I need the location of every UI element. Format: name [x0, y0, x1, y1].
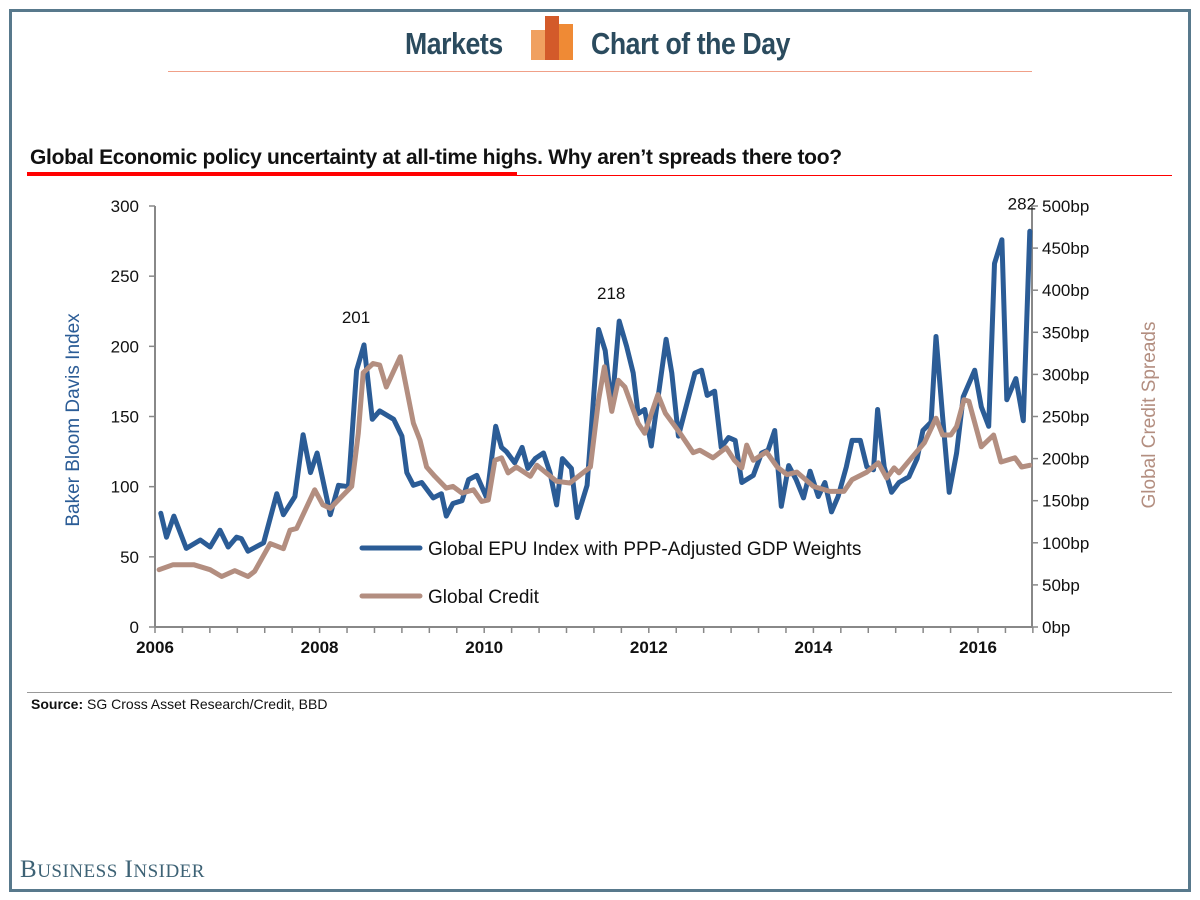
- x-tick-label: 2006: [136, 638, 174, 657]
- chart-title: Global Economic policy uncertainty at al…: [30, 146, 842, 169]
- legend-label-epu: Global EPU Index with PPP-Adjusted GDP W…: [428, 539, 861, 560]
- y-tick-label: 150: [111, 408, 139, 427]
- y-axis-title: Baker Bloom Davis Index: [63, 313, 84, 527]
- y-tick-label: 50: [120, 548, 139, 567]
- data-label: 201: [342, 308, 370, 327]
- y-right-tick-label: 300bp: [1042, 365, 1089, 384]
- series-line-epu: [158, 228, 1033, 554]
- y-right-axis-title: Global Credit Spreads: [1139, 322, 1160, 509]
- title-underline: [27, 172, 517, 176]
- page-frame: [9, 9, 1191, 892]
- data-label: 218: [597, 284, 625, 303]
- y-right-tick-label: 400bp: [1042, 281, 1089, 300]
- y-right-tick-label: 250bp: [1042, 408, 1089, 427]
- x-tick-label: 2016: [959, 638, 997, 657]
- title-rule: [517, 175, 1172, 176]
- y-tick-label: 300: [111, 197, 139, 216]
- x-tick-label: 2012: [630, 638, 668, 657]
- source-divider: [27, 692, 1172, 693]
- y-right-tick-label: 350bp: [1042, 323, 1089, 342]
- y-tick-label: 100: [111, 478, 139, 497]
- header-divider: [168, 71, 1032, 72]
- source-note: Source: SG Cross Asset Research/Credit, …: [31, 696, 327, 712]
- y-tick-label: 250: [111, 267, 139, 286]
- header-markets: Markets: [405, 26, 503, 61]
- y-tick-label: 0: [130, 618, 139, 637]
- x-tick-label: 2014: [794, 638, 832, 657]
- y-right-tick-label: 200bp: [1042, 450, 1089, 469]
- y-right-tick-label: 50bp: [1042, 576, 1080, 595]
- y-tick-label: 200: [111, 337, 139, 356]
- data-label: 282: [1008, 194, 1036, 213]
- business-insider-logo: BUSINESS INSIDER: [20, 856, 205, 883]
- y-right-tick-label: 150bp: [1042, 492, 1089, 511]
- y-right-tick-label: 450bp: [1042, 239, 1089, 258]
- source-label: Source:: [31, 696, 84, 712]
- series-line-credit: [156, 354, 1033, 579]
- header-chart-of-the-day: Chart of the Day: [591, 26, 791, 61]
- y-right-tick-label: 0bp: [1042, 618, 1070, 637]
- x-tick-label: 2008: [301, 638, 339, 657]
- source-text: SG Cross Asset Research/Credit, BBD: [87, 696, 328, 712]
- x-tick-label: 2010: [465, 638, 503, 657]
- y-right-tick-label: 500bp: [1042, 197, 1089, 216]
- bar-chart-logo-icon: [531, 16, 573, 60]
- legend-label-credit: Global Credit: [428, 587, 540, 608]
- header: Markets Chart of the Day: [0, 16, 1200, 72]
- y-right-tick-label: 100bp: [1042, 534, 1089, 553]
